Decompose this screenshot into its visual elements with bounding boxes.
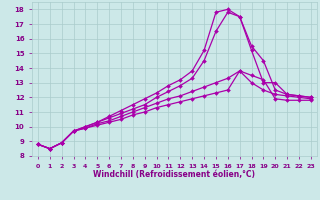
X-axis label: Windchill (Refroidissement éolien,°C): Windchill (Refroidissement éolien,°C) <box>93 170 255 179</box>
